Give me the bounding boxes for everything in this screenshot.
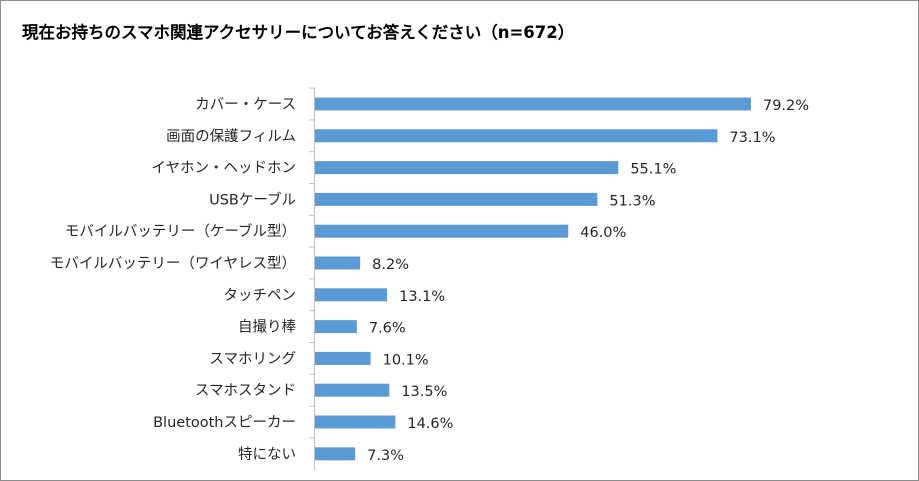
category-label: 特にない	[238, 446, 296, 463]
category-label: モバイルバッテリー（ワイヤレス型）	[50, 255, 296, 272]
category-label: イヤホン・ヘッドホン	[151, 161, 296, 177]
data-label: 8.2%	[372, 257, 409, 273]
category-label: USBケーブル	[209, 190, 296, 208]
data-label: 14.6%	[407, 416, 453, 432]
category-label: カバー・ケース	[195, 96, 296, 113]
data-label: 10.1%	[383, 352, 429, 368]
data-label: 46.0%	[580, 225, 626, 241]
data-label: 51.3%	[609, 193, 655, 209]
category-label: スマホスタンド	[195, 382, 296, 399]
data-label: 79.2%	[763, 98, 809, 114]
bar	[315, 320, 357, 334]
bar	[315, 351, 371, 365]
bar	[315, 129, 718, 143]
category-label: タッチペン	[224, 287, 297, 304]
data-label: 73.1%	[729, 130, 775, 146]
category-label: 画面の保護フィルム	[166, 128, 296, 145]
bar	[315, 161, 619, 175]
data-label: 13.1%	[399, 289, 445, 305]
category-label: 自撮り棒	[238, 319, 296, 336]
data-label: 55.1%	[630, 162, 676, 178]
data-label: 13.5%	[401, 384, 447, 400]
bar	[315, 383, 390, 397]
bar	[315, 192, 598, 206]
category-label: スマホリング	[209, 350, 296, 367]
data-label: 7.3%	[367, 448, 404, 464]
bar	[315, 447, 356, 461]
data-label: 7.6%	[369, 321, 406, 337]
bar	[315, 224, 569, 238]
bar	[315, 256, 361, 270]
bar	[315, 415, 396, 429]
bar	[315, 288, 388, 302]
category-label: モバイルバッテリー（ケーブル型）	[65, 222, 296, 240]
chart-title: 現在お持ちのスマホ関連アクセサリーについてお答えください（n=672）	[22, 23, 575, 42]
bar	[315, 97, 751, 111]
category-label: Bluetoothスピーカー	[153, 414, 296, 431]
